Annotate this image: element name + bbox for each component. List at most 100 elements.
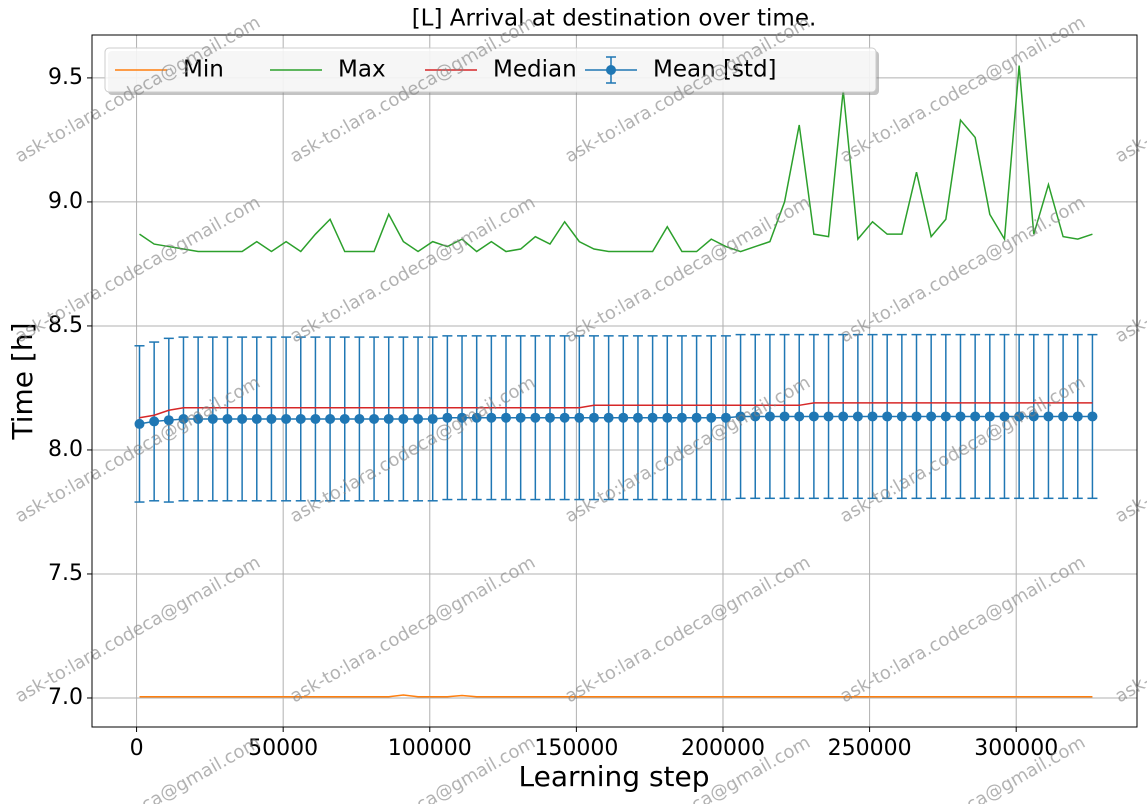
x-tick-label: 100000 <box>388 736 472 761</box>
x-tick-label: 150000 <box>534 736 618 761</box>
watermark: ask-to:lara.codeca@gmail.com <box>837 552 1089 707</box>
plot-frame <box>91 34 1138 728</box>
mean-point <box>442 412 453 423</box>
mean-point <box>237 413 248 424</box>
x-axis-label: Learning step <box>518 760 709 793</box>
mean-point <box>955 411 966 422</box>
mean-point <box>970 411 981 422</box>
x-tick-label: 200000 <box>681 736 765 761</box>
mean-point <box>823 411 834 422</box>
mean-point <box>750 411 761 422</box>
watermark: ask-to:lara.codeca@gmail.com <box>1112 192 1147 347</box>
mean-point <box>515 412 526 423</box>
series-line <box>139 65 1093 253</box>
mean-point <box>1014 411 1025 422</box>
legend-swatch <box>606 65 616 75</box>
y-tick-label: 8.5 <box>48 313 83 338</box>
mean-point <box>735 411 746 422</box>
mean-point <box>1087 411 1098 422</box>
mean-point <box>574 412 585 423</box>
mean-point <box>325 413 336 424</box>
mean-point <box>222 413 233 424</box>
legend: Min Max Median Mean [std] <box>104 47 879 95</box>
watermark: ask-to:lara.codeca@gmail.com <box>837 192 1089 347</box>
mean-point <box>383 413 394 424</box>
mean-point <box>369 413 380 424</box>
mean-point <box>999 411 1010 422</box>
mean-point <box>501 412 512 423</box>
y-tick-label: 7.5 <box>48 561 83 586</box>
mean-point <box>647 412 658 423</box>
mean-point <box>838 411 849 422</box>
mean-point <box>911 411 922 422</box>
mean-point <box>867 411 878 422</box>
legend-label: Median <box>493 57 577 83</box>
mean-point <box>163 415 174 426</box>
chart-title: [L] Arrival at destination over time. <box>412 6 817 32</box>
x-tick-label: 0 <box>130 736 144 761</box>
legend-label: Min <box>183 57 224 83</box>
mean-point <box>779 411 790 422</box>
mean-point <box>457 412 468 423</box>
mean-point <box>940 411 951 422</box>
watermark: ask-to:lara.codeca@gmail.com <box>562 552 814 707</box>
mean-point <box>413 413 424 424</box>
series-line <box>139 694 1093 698</box>
mean-point <box>926 411 937 422</box>
mean-point <box>178 413 189 424</box>
mean-point <box>339 413 350 424</box>
watermark: ask-to:lara.codeca@gmail.com <box>287 192 539 347</box>
mean-point <box>251 413 262 424</box>
x-tick-label: 50000 <box>248 736 318 761</box>
mean-point <box>427 413 438 424</box>
mean-point <box>706 412 717 423</box>
mean-point <box>852 411 863 422</box>
mean-point <box>1072 411 1083 422</box>
mean-point <box>588 412 599 423</box>
watermark: ask-to:lara.codeca@gmail.com <box>1112 732 1147 804</box>
y-tick-label: 8.0 <box>48 437 83 462</box>
mean-point <box>632 412 643 423</box>
y-tick-label: 7.0 <box>48 685 83 710</box>
mean-point <box>544 412 555 423</box>
mean-point <box>398 413 409 424</box>
axes: 0 50000 100000 150000 200000 250000 300000 7.0 7… <box>48 65 1058 761</box>
mean-point <box>720 412 731 423</box>
mean-point <box>149 416 160 427</box>
mean-point <box>310 413 321 424</box>
mean-point <box>1058 411 1069 422</box>
mean-point <box>559 412 570 423</box>
watermark: ask-to:lara.codeca@gmail.com <box>1112 552 1147 707</box>
legend-label: Max <box>338 57 386 83</box>
mean-point <box>896 411 907 422</box>
mean-point <box>281 413 292 424</box>
mean-point <box>1028 411 1039 422</box>
mean-point <box>530 412 541 423</box>
mean-point <box>691 412 702 423</box>
mean-point <box>295 413 306 424</box>
y-axis-label: Time [h] <box>6 322 39 440</box>
legend-box <box>104 47 877 93</box>
watermark: ask-to:lara.codeca@gmail.com <box>12 192 264 347</box>
mean-point <box>193 413 204 424</box>
mean-point <box>662 412 673 423</box>
y-tick-label: 9.0 <box>48 189 83 214</box>
mean-point <box>207 413 218 424</box>
y-tick-label: 9.5 <box>48 65 83 90</box>
series-line <box>139 402 1093 419</box>
mean-point <box>882 411 893 422</box>
watermark: ask-to:lara.codeca@gmail.com <box>562 192 814 347</box>
mean-point <box>618 412 629 423</box>
x-tick-label: 250000 <box>828 736 912 761</box>
mean-point <box>984 411 995 422</box>
mean-point <box>808 411 819 422</box>
watermark: ask-to:lara.codeca@gmail.com <box>287 552 539 707</box>
mean-point <box>676 412 687 423</box>
mean-point <box>764 411 775 422</box>
x-tick-label: 300000 <box>974 736 1058 761</box>
mean-point <box>266 413 277 424</box>
mean-point <box>794 411 805 422</box>
mean-point <box>1043 411 1054 422</box>
mean-point <box>134 418 145 429</box>
